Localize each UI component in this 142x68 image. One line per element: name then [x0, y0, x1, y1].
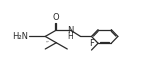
- Text: F: F: [89, 39, 94, 48]
- Text: N: N: [67, 26, 74, 35]
- Text: O: O: [53, 13, 60, 22]
- Text: H₂N: H₂N: [12, 32, 28, 41]
- Text: H: H: [67, 32, 73, 41]
- Text: ,,: ,,: [46, 37, 50, 42]
